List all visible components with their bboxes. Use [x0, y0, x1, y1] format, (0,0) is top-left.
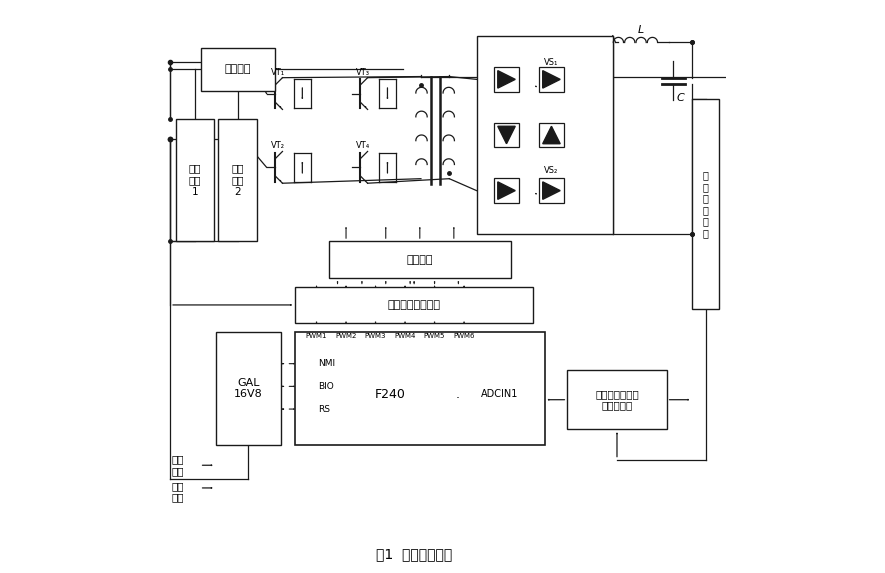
Text: 电流检测: 电流检测 [225, 64, 251, 74]
Text: 变换
电路
2: 变换 电路 2 [231, 163, 244, 197]
Bar [539, 178, 564, 203]
Bar [219, 119, 257, 241]
Text: 驱动电路: 驱动电路 [406, 254, 433, 265]
Text: 信号: 信号 [172, 466, 184, 476]
Polygon shape [543, 182, 560, 199]
Bar [494, 123, 519, 147]
Text: VS₁: VS₁ [544, 58, 558, 68]
Text: 反馈电压精密整
流定标电路: 反馈电压精密整 流定标电路 [595, 389, 639, 410]
Text: PWM6: PWM6 [453, 333, 475, 339]
Bar [539, 67, 564, 92]
Text: VT₃: VT₃ [356, 68, 370, 77]
Bar [494, 178, 519, 203]
Text: 输
出
电
压
检
测: 输 出 电 压 检 测 [703, 170, 709, 238]
Bar [539, 123, 564, 147]
Bar [295, 332, 544, 445]
Polygon shape [543, 70, 560, 88]
Polygon shape [497, 126, 515, 144]
Polygon shape [497, 182, 515, 199]
Text: 输出脉冲匹配电路: 输出脉冲匹配电路 [388, 300, 441, 310]
Text: L: L [638, 25, 644, 35]
Text: RS: RS [318, 405, 329, 414]
Text: ADCIN1: ADCIN1 [481, 389, 519, 399]
Text: 图1  系统原理框图: 图1 系统原理框图 [376, 547, 452, 562]
Text: 变换
电路
1: 变换 电路 1 [189, 163, 202, 197]
Bar [494, 67, 519, 92]
Text: PWM5: PWM5 [424, 333, 445, 339]
Text: F240: F240 [374, 388, 405, 401]
Bar [201, 48, 275, 91]
Text: PWM4: PWM4 [395, 333, 416, 339]
Text: 关机: 关机 [172, 481, 184, 491]
Bar [329, 241, 511, 278]
Text: BIO: BIO [318, 382, 334, 391]
Text: VT₄: VT₄ [356, 142, 370, 150]
Bar [567, 370, 666, 430]
Text: 信号: 信号 [172, 493, 184, 503]
Bar [295, 286, 534, 323]
Bar [692, 99, 720, 309]
Text: .: . [455, 388, 459, 401]
Text: PWM2: PWM2 [335, 333, 357, 339]
Text: 开机: 开机 [172, 454, 184, 465]
Polygon shape [497, 70, 515, 88]
Text: VS₂: VS₂ [544, 166, 558, 175]
Text: VT₁: VT₁ [271, 68, 285, 77]
Polygon shape [543, 126, 560, 144]
Text: GAL
16V8: GAL 16V8 [234, 378, 263, 399]
Bar [176, 119, 214, 241]
Bar [216, 332, 281, 445]
Text: PWM3: PWM3 [365, 333, 386, 339]
Bar [476, 36, 612, 234]
Text: PWM1: PWM1 [306, 333, 327, 339]
Text: C: C [677, 93, 685, 103]
Text: NMI: NMI [318, 359, 335, 368]
Text: VT₂: VT₂ [271, 142, 285, 150]
